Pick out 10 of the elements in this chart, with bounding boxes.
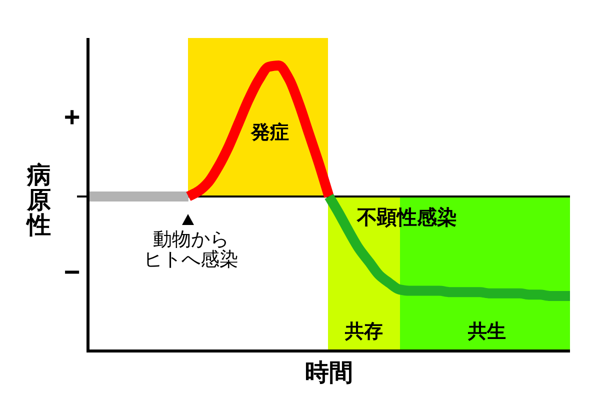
annotation: ヒトへ感染 [144, 250, 238, 270]
annotation: − [64, 256, 80, 288]
annotation: 不顕性感染 [357, 207, 457, 229]
annotation: 動物から [153, 230, 229, 250]
xlabel: 時間 [305, 360, 353, 386]
annotation: + [64, 102, 80, 132]
annotation: 発症 [251, 122, 289, 144]
annotation: 共存 [345, 322, 383, 342]
ylabel: 病原性 [27, 162, 51, 239]
annotation: 共生 [468, 322, 506, 342]
